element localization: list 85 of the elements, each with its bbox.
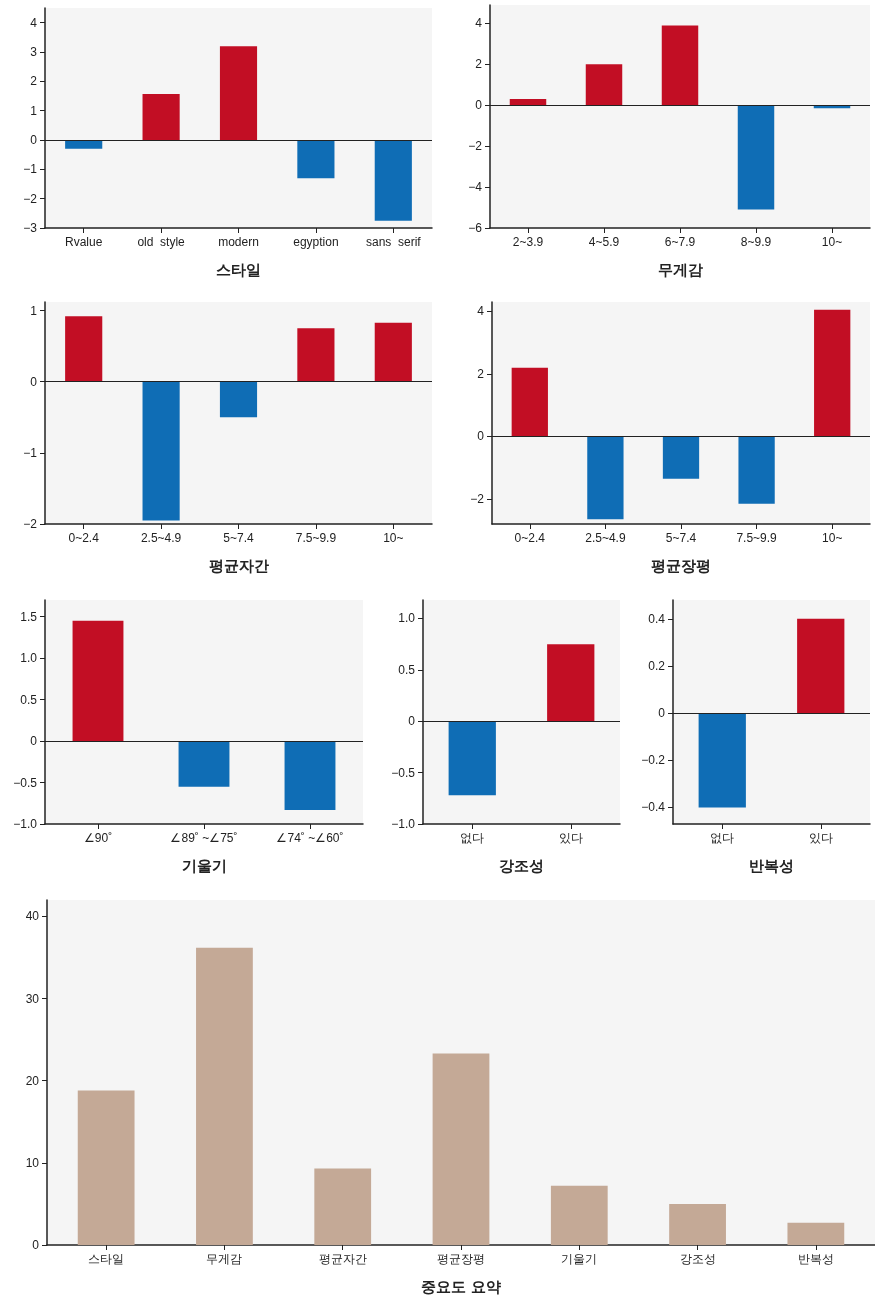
x-axis-title: 평균자간	[208, 557, 269, 574]
x-tick-label: 있다	[558, 831, 583, 845]
y-tick-label: 0	[408, 714, 416, 729]
y-tick-label: 20	[25, 1073, 40, 1088]
y-tick-label: 0.5	[20, 692, 38, 707]
y-tick-label: 2	[30, 74, 38, 89]
x-tick-label: modern	[218, 235, 259, 249]
y-tick-label: −1	[23, 445, 38, 460]
x-tick-label: 5~7.4	[223, 531, 254, 545]
y-tick-label: 30	[25, 991, 40, 1006]
x-tick-label: 7.5~9.9	[736, 531, 778, 545]
x-tick-label: 2~3.9	[512, 235, 544, 249]
y-tick-label: 3	[30, 45, 38, 59]
y-tick-label: 1	[30, 103, 38, 118]
x-tick-label: 6~7.9	[664, 235, 696, 249]
x-tick-label: 있다	[808, 831, 833, 845]
x-axis-title: 반복성	[749, 857, 794, 874]
y-tick-label: 1.0	[20, 651, 38, 666]
y-tick-label: −2	[468, 139, 483, 154]
x-tick-label: 7.5~9.9	[295, 531, 337, 545]
x-axis-title: 평균장평	[651, 557, 711, 574]
y-tick-label: −2	[23, 517, 38, 531]
y-tick-label: 0	[32, 1238, 40, 1252]
y-tick-label: 0.4	[648, 611, 666, 626]
x-tick-label: 없다	[460, 831, 485, 845]
y-tick-label: −2	[23, 191, 38, 206]
y-tick-label: 0	[30, 374, 38, 389]
y-tick-label: 0	[477, 429, 485, 444]
x-tick-label: 무게감	[206, 1252, 243, 1266]
x-tick-label: 기울기	[561, 1252, 598, 1266]
x-tick-label: 평균자간	[318, 1252, 367, 1266]
x-tick-label: ∠74˚ ~∠60˚	[276, 831, 344, 845]
x-tick-label: 8~9.9	[740, 235, 772, 249]
y-tick-label: 1.0	[398, 611, 416, 626]
y-tick-label: −1	[23, 162, 38, 177]
x-tick-label: 10~	[821, 235, 843, 249]
y-tick-label: −3	[23, 221, 38, 235]
x-axis-title: 중요도 요약	[421, 1278, 501, 1295]
y-tick-label: 0	[658, 706, 666, 721]
y-tick-label: 10	[25, 1155, 40, 1170]
x-tick-label: Rvalue	[65, 235, 103, 249]
x-tick-label: 강조성	[679, 1252, 716, 1266]
y-tick-label: −2	[470, 491, 485, 506]
y-tick-label: 1	[30, 303, 38, 318]
x-axis-title: 스타일	[216, 261, 261, 278]
y-tick-label: 4	[30, 15, 38, 30]
y-tick-label: 0	[475, 98, 483, 113]
y-tick-label: 0.5	[398, 662, 416, 677]
y-tick-label: 0.2	[648, 659, 666, 674]
x-tick-label: 평균장평	[437, 1252, 485, 1266]
x-tick-label: ∠90˚	[83, 831, 113, 845]
x-tick-label: 스타일	[88, 1252, 125, 1266]
y-tick-label: −0.4	[641, 800, 666, 815]
x-axis-title: 무게감	[657, 261, 703, 278]
y-tick-label: 40	[25, 909, 40, 924]
y-tick-label: −4	[468, 180, 483, 195]
y-tick-label: 2	[477, 366, 485, 381]
x-tick-label: ∠89˚ ~∠75˚	[170, 831, 238, 845]
y-tick-label: −1.0	[13, 817, 38, 831]
y-tick-label: 4	[475, 16, 483, 31]
y-tick-label: −0.5	[13, 775, 38, 790]
x-tick-label: 10~	[822, 531, 843, 545]
y-tick-label: −1.0	[391, 817, 416, 831]
y-tick-label: 0	[30, 734, 38, 749]
y-tick-label: −0.5	[391, 765, 416, 780]
y-tick-label: −0.2	[641, 753, 666, 768]
y-tick-label: 1.5	[20, 609, 38, 624]
x-tick-label: old style	[137, 235, 186, 249]
x-axis-title: 강조성	[499, 857, 544, 874]
x-tick-label: 5~7.4	[665, 531, 697, 545]
x-tick-label: 4~5.9	[588, 235, 620, 249]
x-axis-title: 기울기	[181, 857, 227, 874]
x-tick-label: 2.5~4.9	[585, 531, 626, 545]
y-tick-label: 2	[475, 57, 483, 72]
x-tick-label: 0~2.4	[68, 531, 100, 545]
x-tick-label: 0~2.4	[514, 531, 546, 545]
y-tick-label: 0	[30, 133, 38, 147]
x-tick-label: sans serif	[365, 235, 422, 249]
x-tick-label: 10~	[383, 531, 404, 545]
x-tick-label: 없다	[710, 831, 735, 845]
x-tick-label: egyption	[293, 235, 339, 249]
y-tick-label: −6	[468, 221, 483, 235]
x-tick-label: 2.5~4.9	[140, 531, 182, 545]
x-tick-label: 반복성	[797, 1252, 834, 1266]
y-tick-label: 4	[477, 304, 485, 319]
